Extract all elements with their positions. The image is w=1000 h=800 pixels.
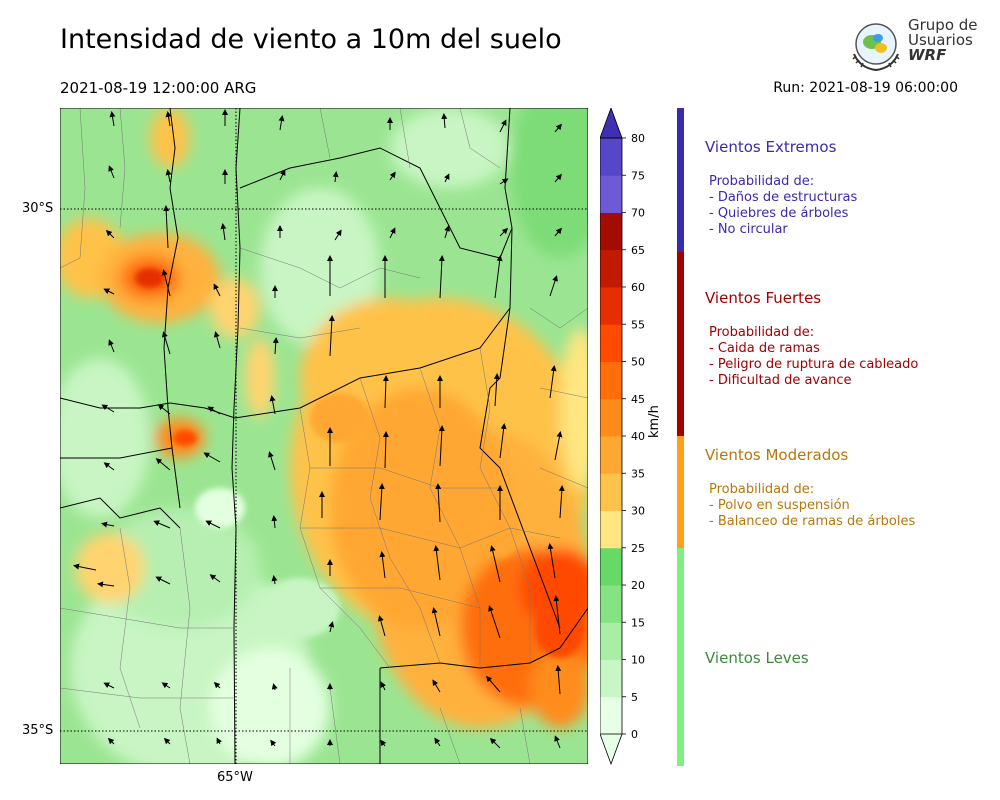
category-title: Vientos Fuertes [705, 289, 822, 307]
category-extremos: Vientos Extremos Probabilidad de: - Daño… [705, 138, 857, 238]
colorbar-segment [600, 696, 622, 735]
colorbar-tick-label: 35 [631, 467, 645, 480]
colorbar-extend-low [599, 733, 623, 766]
category-line: - Peligro de ruptura de cableado [709, 357, 919, 372]
colorbar-tick-label: 55 [631, 318, 645, 331]
category-line: Probabilidad de: [709, 325, 815, 340]
category-title: Vientos Moderados [705, 446, 849, 464]
colorbar-segment [600, 249, 622, 288]
colorbar-tick-label: 75 [631, 169, 645, 182]
graticule [60, 108, 588, 764]
globe-icon [852, 23, 900, 72]
colorbar-segment [600, 510, 622, 549]
map-canvas [50, 78, 610, 778]
category-line: - Polvo en suspensión [709, 498, 850, 513]
colorbar-segment [600, 287, 622, 325]
lat-label-30s: 30°S [22, 201, 54, 216]
category-line: Probabilidad de: [709, 174, 815, 189]
wrf-logo: Grupo de Usuarios WRF [848, 16, 978, 76]
band-fuertes [677, 252, 684, 436]
wind-map[interactable] [50, 78, 610, 778]
valid-time: 2021-08-19 12:00:00 ARG [60, 79, 257, 97]
country-province-boundaries [59, 107, 589, 765]
lon-label-65w: 65°W [217, 770, 253, 785]
colorbar-tick-label: 5 [631, 691, 638, 704]
colorbar-segment [600, 622, 622, 660]
colorbar-segment [600, 212, 622, 251]
colorbar-segment [600, 138, 622, 176]
category-line: - Caida de ramas [709, 341, 820, 356]
colorbar-tick-label: 10 [631, 654, 645, 667]
colorbar-tick-label: 25 [631, 542, 645, 555]
category-line: - Balanceo de ramas de árboles [709, 514, 916, 529]
colorbar-tick-label: 80 [631, 132, 645, 145]
colorbar-scale: 0 5 10 15 20 25 30 35 40 45 50 55 60 65 70 75 80 [599, 106, 645, 766]
category-title: Vientos Leves [705, 649, 809, 667]
category-moderados: Vientos Moderados Probabilidad de: - Pol… [705, 446, 915, 530]
run-time: Run: 2021-08-19 06:00:00 [773, 80, 958, 96]
colorbar-tick-label: 60 [631, 281, 645, 294]
category-title: Vientos Extremos [705, 138, 837, 156]
colorbar-segment [600, 361, 622, 400]
colorbar-tick-label: 70 [631, 207, 645, 220]
colorbar-segment [600, 473, 622, 511]
band-leves [677, 548, 684, 766]
band-extremos [677, 108, 684, 252]
colorbar-tick-label: 20 [631, 579, 645, 592]
lat-label-35s: 35°S [22, 723, 54, 738]
category-line: Probabilidad de: [709, 482, 815, 497]
colorbar-tick-label: 50 [631, 356, 645, 369]
band-moderados [677, 436, 684, 548]
colorbar-tick-label: 40 [631, 430, 645, 443]
category-line: - Quiebres de árboles [709, 206, 849, 221]
colorbar-units: km/h [647, 405, 662, 438]
colorbar-tick-label: 15 [631, 616, 645, 629]
category-leves: Vientos Leves [705, 649, 809, 685]
colorbar-extend-high [599, 106, 623, 139]
wind-vectors [73, 109, 565, 749]
colorbar: 0 5 10 15 20 25 30 35 40 45 50 55 60 65 70 75 80 [599, 106, 730, 768]
colorbar-tick-label: 30 [631, 505, 645, 518]
colorbar-segment [600, 398, 622, 437]
colorbar-segment [600, 585, 622, 623]
chart-title: Intensidad de viento a 10m del suelo [60, 24, 562, 55]
colorbar-tick-label: 0 [631, 728, 638, 741]
category-line: - Daños de estructuras [709, 190, 858, 205]
colorbar-segment [600, 175, 622, 213]
logo-line2: Usuarios [908, 31, 973, 49]
category-line: - Dificultad de avance [709, 373, 852, 388]
logo-line1: Grupo de [908, 16, 978, 34]
logo-line3: WRF [908, 46, 947, 64]
category-fuertes: Vientos Fuertes Probabilidad de: - Caida… [705, 289, 918, 389]
colorbar-segment [600, 436, 622, 474]
colorbar-segment [600, 659, 622, 698]
colorbar-tick-label: 65 [631, 244, 645, 257]
colorbar-tick-label: 45 [631, 393, 645, 406]
colorbar-segment [600, 547, 622, 586]
colorbar-segment [600, 324, 622, 362]
category-line: - No circular [709, 222, 788, 237]
wind-field-detail [135, 268, 585, 658]
department-boundaries [59, 107, 589, 765]
